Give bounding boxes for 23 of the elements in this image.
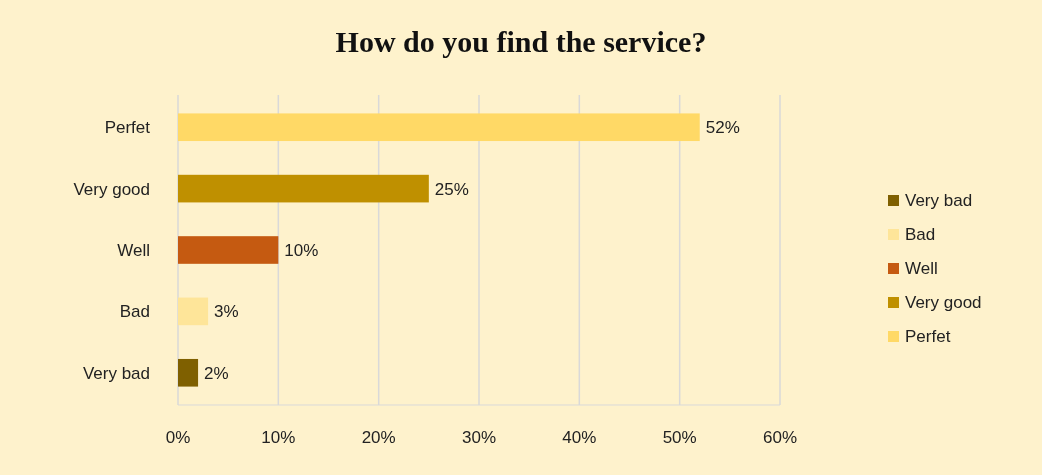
- legend-label: Bad: [905, 224, 936, 244]
- x-tick-label: 0%: [165, 428, 191, 447]
- data-label: 25%: [434, 179, 469, 199]
- data-label: 3%: [214, 302, 239, 322]
- x-tick-label: 40%: [562, 428, 597, 447]
- x-tick-label: 50%: [662, 428, 697, 447]
- y-tick-label: Perfet: [104, 118, 151, 138]
- y-tick-label: Bad: [119, 302, 150, 322]
- x-tick-label: 60%: [762, 428, 798, 447]
- y-tick-label: Very bad: [82, 363, 150, 383]
- data-label: 2%: [204, 363, 229, 383]
- x-tick-label: 10%: [261, 428, 296, 447]
- legend-label: Perfet: [905, 326, 951, 346]
- legend-label: Very good: [905, 292, 982, 312]
- y-tick-label: Well: [117, 240, 150, 260]
- data-label: 10%: [284, 240, 319, 260]
- x-tick-label: 30%: [461, 428, 497, 447]
- y-tick-label: Very good: [73, 179, 150, 199]
- data-label: 52%: [705, 118, 740, 138]
- legend-label: Well: [905, 258, 938, 278]
- chart-title: How do you find the service?: [335, 25, 707, 58]
- legend-label: Very bad: [905, 190, 973, 210]
- x-tick-label: 20%: [361, 428, 396, 447]
